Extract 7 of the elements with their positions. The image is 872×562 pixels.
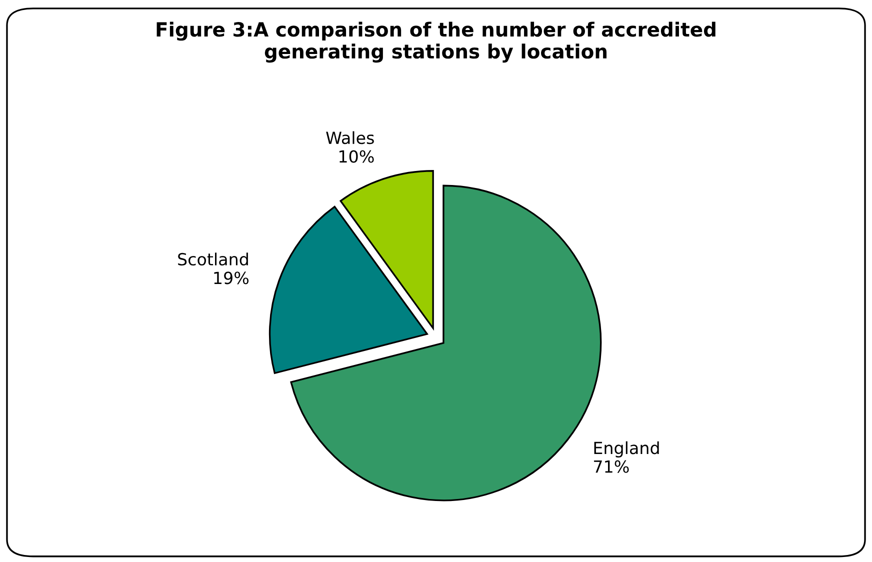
- data-label: 10%: [340, 150, 374, 163]
- slice-label: England: [594, 441, 659, 458]
- slice-label: Scotland: [178, 252, 248, 266]
- data-label: 71%: [594, 460, 629, 473]
- data-label: 19%: [214, 272, 249, 284]
- chart-title: Figure 3:A comparison of the number of accredited generating stations by location: [156, 22, 716, 63]
- slice-label: Wales: [326, 131, 374, 144]
